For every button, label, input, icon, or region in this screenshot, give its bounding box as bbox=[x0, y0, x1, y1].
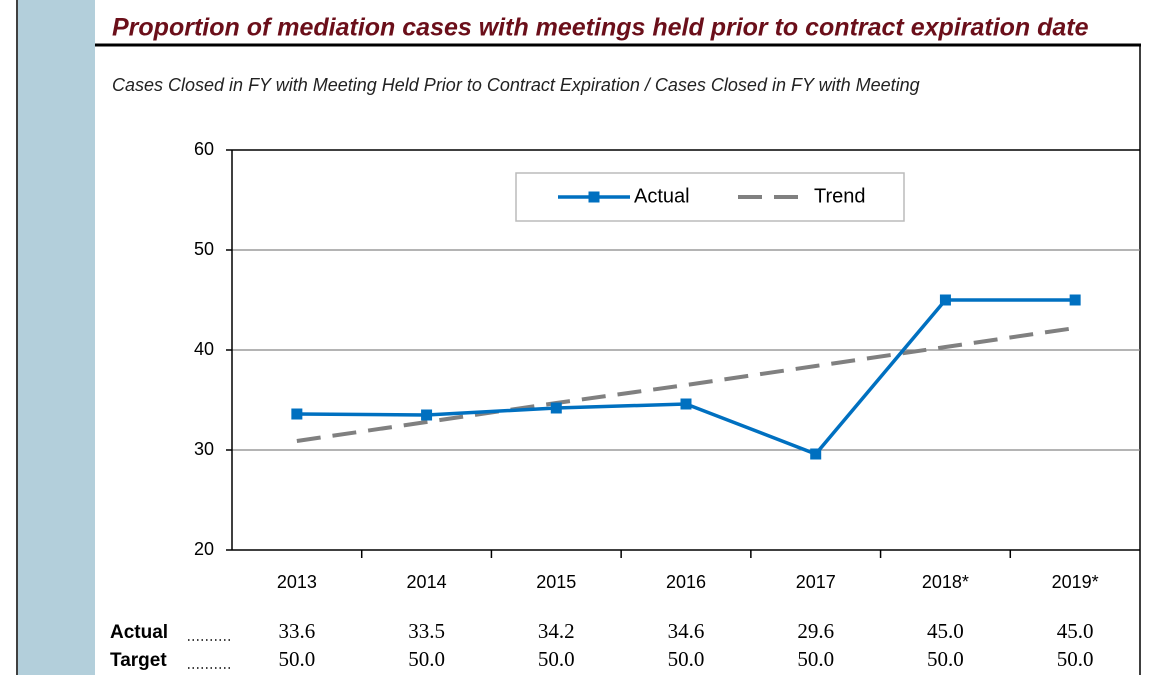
point bbox=[291, 408, 303, 420]
table-cell: 33.5 bbox=[408, 619, 445, 643]
table-cell: 50.0 bbox=[1057, 647, 1094, 671]
chart-title: Proportion of mediation cases with meeti… bbox=[112, 14, 1089, 42]
point bbox=[421, 409, 433, 421]
point bbox=[939, 294, 951, 306]
sidebar bbox=[18, 0, 95, 675]
table-cell: 33.6 bbox=[278, 619, 315, 643]
point bbox=[810, 448, 822, 460]
table-cell: 50.0 bbox=[538, 647, 575, 671]
y-tick-label: 30 bbox=[194, 439, 214, 459]
table-cell: 50.0 bbox=[927, 647, 964, 671]
table-row-label: Target bbox=[110, 650, 167, 671]
table-row-label: Actual bbox=[110, 622, 168, 643]
table-cell: 45.0 bbox=[927, 619, 964, 643]
x-tick-label: 2018* bbox=[922, 572, 969, 592]
x-tick-label: 2013 bbox=[277, 572, 317, 592]
table-cell: 50.0 bbox=[278, 647, 315, 671]
y-tick-label: 40 bbox=[194, 339, 214, 359]
table-cell: 45.0 bbox=[1057, 619, 1094, 643]
table-cell: 29.6 bbox=[797, 619, 834, 643]
legend-marker bbox=[588, 191, 600, 203]
x-tick-label: 2015 bbox=[536, 572, 576, 592]
series-line bbox=[296, 326, 1076, 443]
y-tick-label: 60 bbox=[194, 139, 214, 159]
legend-label: Trend bbox=[814, 185, 866, 207]
series-line bbox=[296, 298, 1076, 457]
x-tick-label: 2016 bbox=[666, 572, 706, 592]
y-tick-label: 50 bbox=[194, 239, 214, 259]
point bbox=[1069, 294, 1081, 306]
table-cell: 50.0 bbox=[668, 647, 705, 671]
x-tick-label: 2019* bbox=[1052, 572, 1099, 592]
point bbox=[680, 398, 692, 410]
table-cell: 34.2 bbox=[538, 619, 575, 643]
point bbox=[550, 402, 562, 414]
table-cell: 50.0 bbox=[408, 647, 445, 671]
chart-subtitle: Cases Closed in FY with Meeting Held Pri… bbox=[112, 75, 920, 95]
x-tick-label: 2014 bbox=[407, 572, 447, 592]
legend-label: Actual bbox=[634, 185, 690, 207]
x-tick-label: 2017 bbox=[796, 572, 836, 592]
table-cell: 50.0 bbox=[797, 647, 834, 671]
table-cell: 34.6 bbox=[668, 619, 705, 643]
y-tick-label: 20 bbox=[194, 539, 214, 559]
